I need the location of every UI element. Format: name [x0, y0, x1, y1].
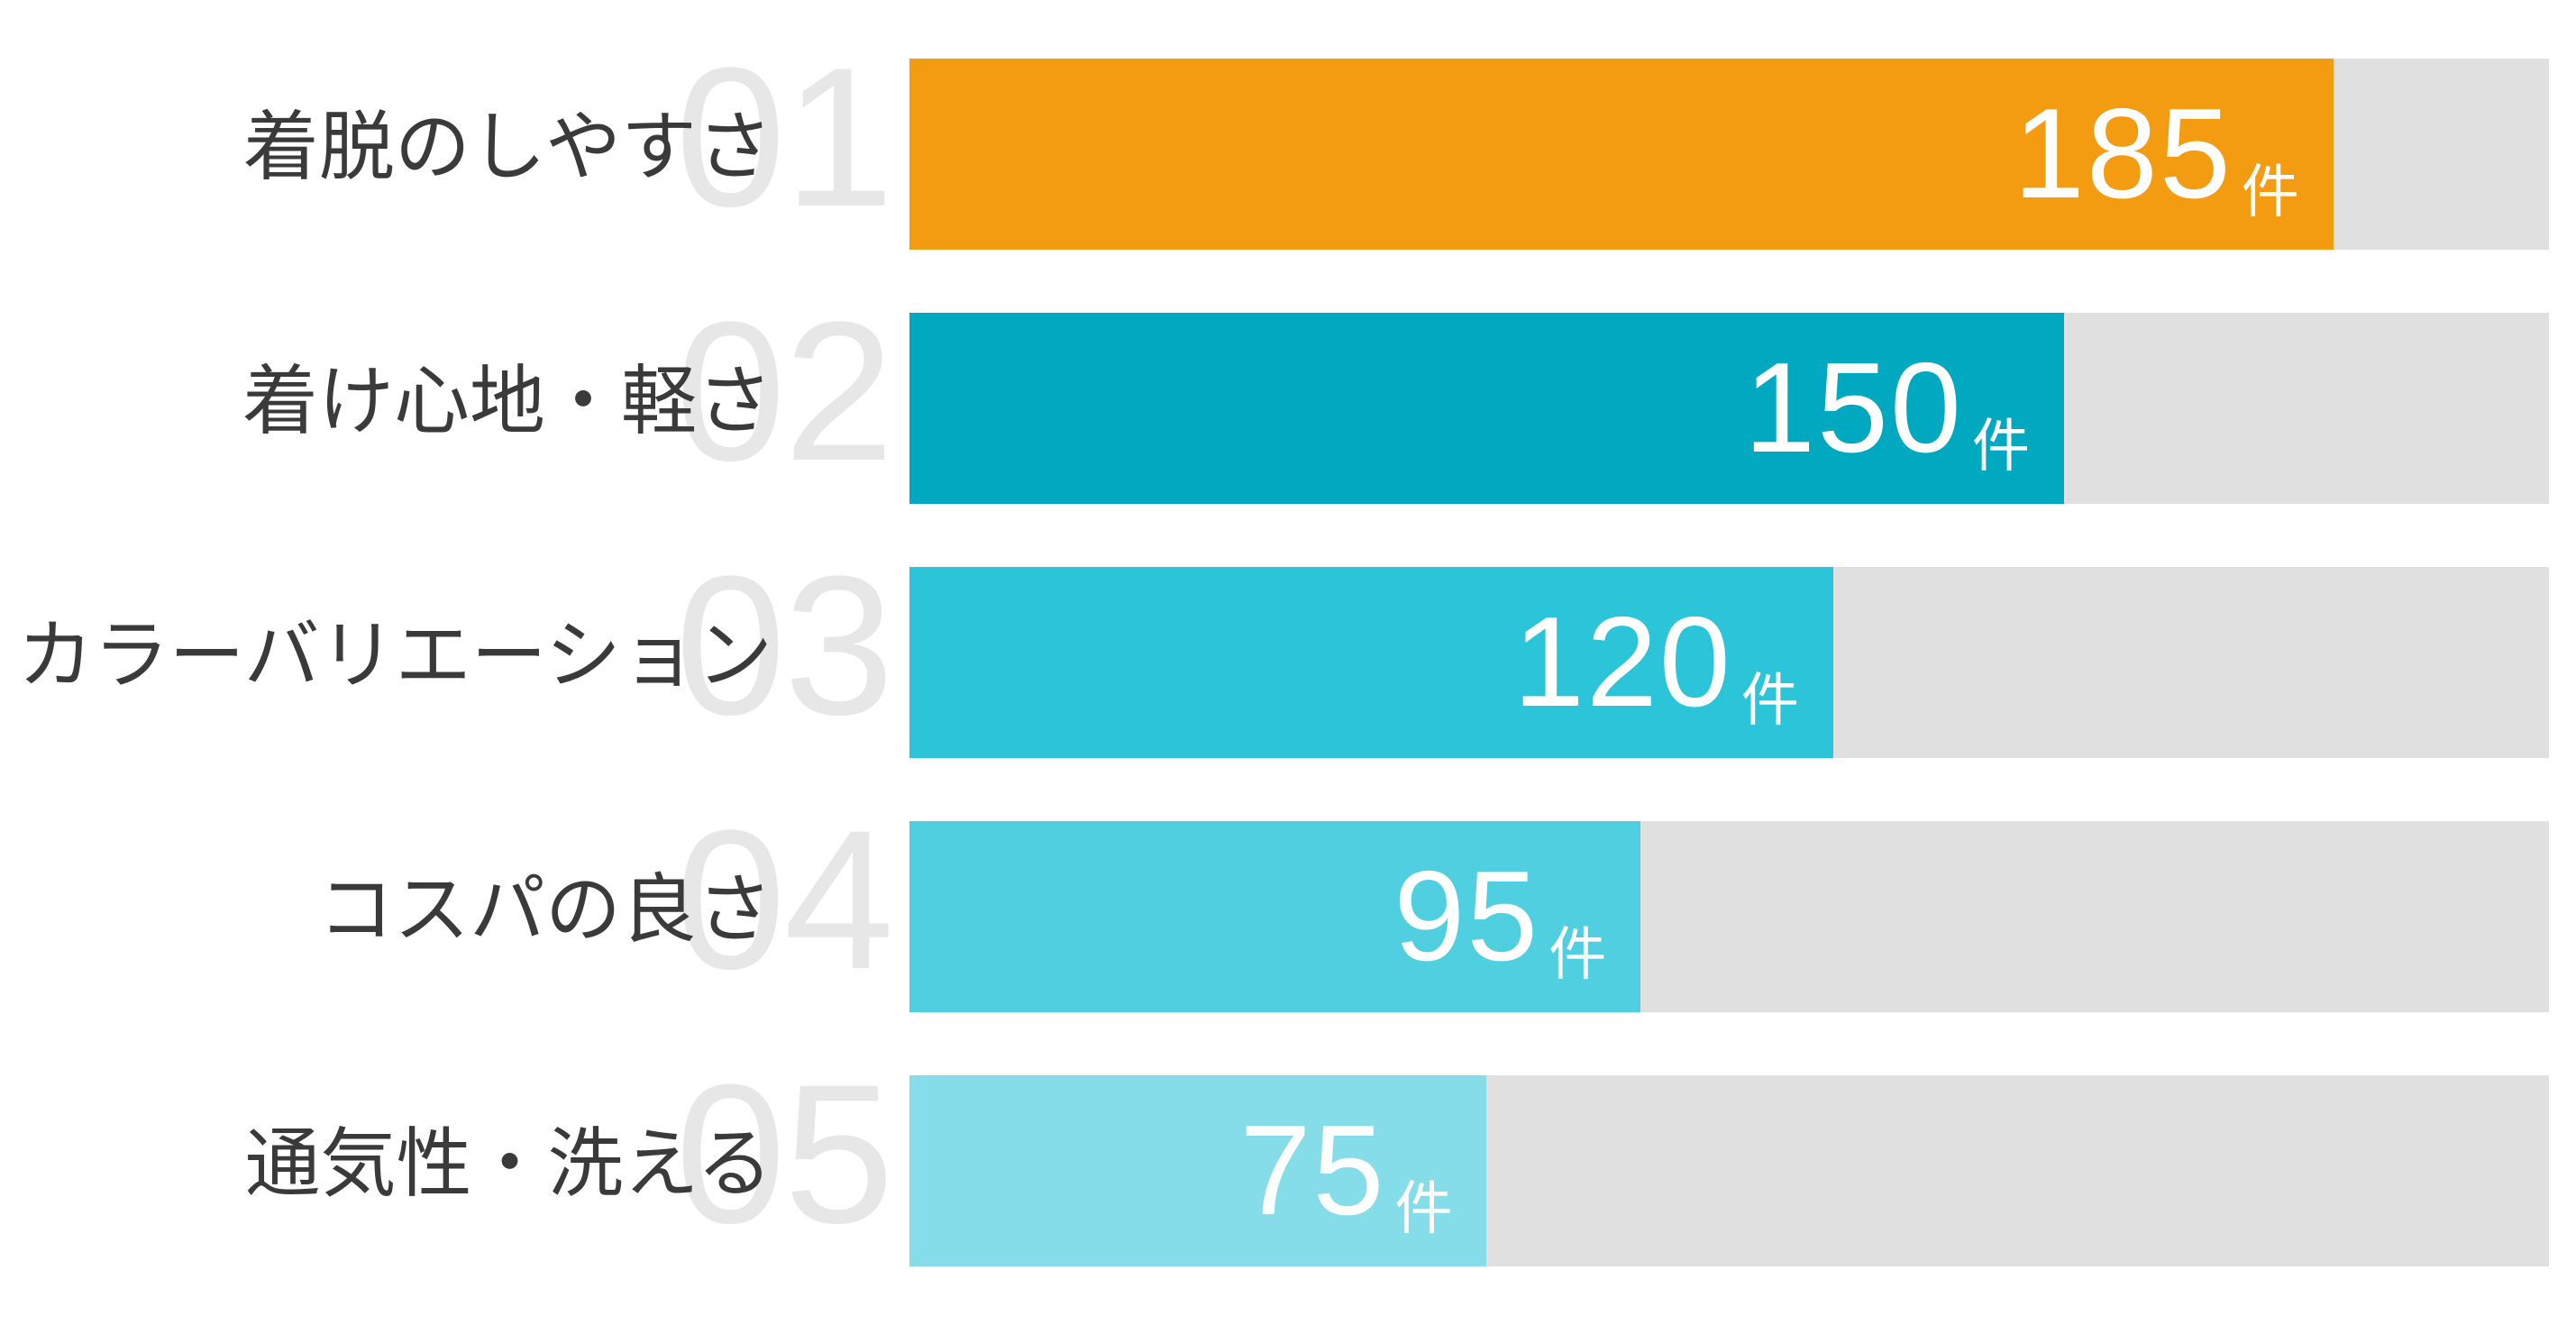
- bar-fill-4: 95 件: [909, 821, 1641, 1012]
- label-zone-1: 01 着脱のしやすさ: [0, 38, 909, 250]
- rank-number-4: 04: [675, 789, 894, 1010]
- bar-track-1: 185 件: [909, 59, 2549, 250]
- rank-number-3: 03: [675, 535, 894, 756]
- rank-number-2: 02: [675, 280, 894, 502]
- value-unit-1: 件: [2241, 160, 2299, 224]
- bar-fill-5: 75 件: [909, 1075, 1487, 1266]
- label-zone-2: 02 着け心地・軽さ: [0, 292, 909, 504]
- value-unit-2: 件: [1971, 414, 2030, 479]
- bar-row-2: 02 着け心地・軽さ 150 件: [0, 292, 2576, 504]
- label-zone-5: 05 通気性・洗える: [0, 1055, 909, 1266]
- category-label-5: 通気性・洗える: [244, 1121, 772, 1206]
- category-label-2: 着け心地・軽さ: [242, 359, 772, 443]
- bar-row-4: 04 コスパの良さ 95 件: [0, 800, 2576, 1012]
- value-number-1: 185: [2013, 82, 2233, 225]
- bar-fill-1: 185 件: [909, 59, 2334, 250]
- bar-track-5: 75 件: [909, 1075, 2549, 1266]
- bar-fill-2: 150 件: [909, 313, 2064, 504]
- value-unit-3: 件: [1740, 668, 1799, 733]
- value-number-5: 75: [1239, 1099, 1386, 1242]
- value-unit-4: 件: [1548, 922, 1607, 987]
- bar-row-5: 05 通気性・洗える 75 件: [0, 1055, 2576, 1266]
- value-number-2: 150: [1744, 336, 1963, 480]
- bar-row-3: 03 カラーバリエーション 120 件: [0, 546, 2576, 758]
- bar-track-3: 120 件: [909, 567, 2549, 758]
- bar-row-1: 01 着脱のしやすさ 185 件: [0, 38, 2576, 250]
- bar-fill-3: 120 件: [909, 567, 1833, 758]
- bar-track-4: 95 件: [909, 821, 2549, 1012]
- value-unit-5: 件: [1394, 1176, 1453, 1241]
- rank-number-1: 01: [675, 26, 894, 248]
- category-label-3: カラーバリエーション: [17, 613, 772, 698]
- value-number-4: 95: [1393, 845, 1540, 988]
- rank-number-5: 05: [675, 1043, 894, 1265]
- category-label-1: 着脱のしやすさ: [242, 105, 772, 189]
- value-number-3: 120: [1512, 590, 1732, 734]
- category-label-4: コスパの良さ: [317, 867, 772, 952]
- bar-track-2: 150 件: [909, 313, 2549, 504]
- label-zone-4: 04 コスパの良さ: [0, 800, 909, 1012]
- bar-chart: 01 着脱のしやすさ 185 件 02 着け心地・軽さ 150 件: [0, 38, 2576, 1266]
- label-zone-3: 03 カラーバリエーション: [0, 546, 909, 758]
